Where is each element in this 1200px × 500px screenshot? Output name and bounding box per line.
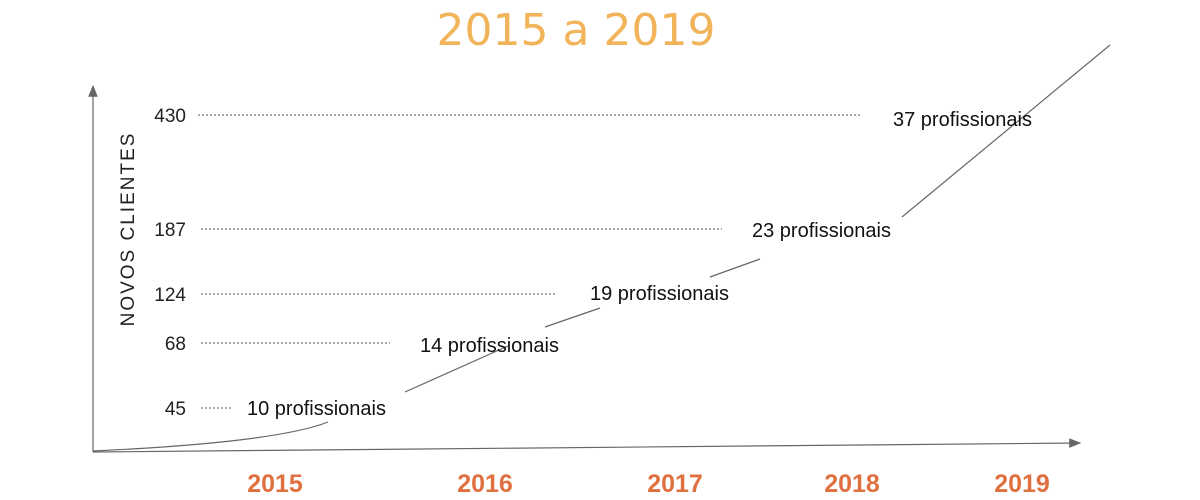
y-tick-label: 45 xyxy=(165,399,186,420)
x-tick-label: 2019 xyxy=(994,470,1050,498)
growth-curve xyxy=(92,44,1111,452)
x-tick-label: 2016 xyxy=(457,470,513,498)
y-tick-label: 124 xyxy=(154,285,186,306)
x-tick-labels: 2015 2016 2017 2018 2019 xyxy=(247,470,1050,498)
chart-title: 2015 a 2019 xyxy=(437,5,716,56)
point-labels: 10 profissionais 14 profissionais 19 profi… xyxy=(247,109,1032,420)
x-tick-label: 2018 xyxy=(824,470,880,498)
y-tick-label: 430 xyxy=(154,106,186,127)
point-label: 23 profissionais xyxy=(752,220,891,242)
point-label: 14 profissionais xyxy=(420,335,559,357)
y-tick-label: 68 xyxy=(165,334,186,355)
y-tick-labels: 45 68 124 187 430 xyxy=(154,106,186,420)
y-tick-label: 187 xyxy=(154,220,186,241)
point-label: 10 profissionais xyxy=(247,398,386,420)
point-label: 37 profissionais xyxy=(893,109,1032,131)
x-tick-label: 2015 xyxy=(247,470,303,498)
point-label: 19 profissionais xyxy=(590,283,729,305)
x-axis xyxy=(92,438,1082,453)
guide-lines xyxy=(198,114,862,409)
y-axis-label: NOVOS CLIENTES xyxy=(118,132,139,327)
x-tick-label: 2017 xyxy=(647,470,703,498)
